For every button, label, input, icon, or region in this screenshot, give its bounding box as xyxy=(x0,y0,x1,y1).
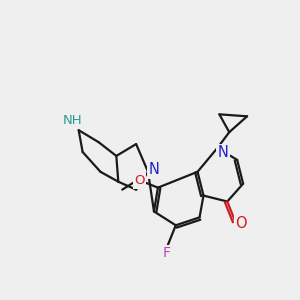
Text: F: F xyxy=(163,246,171,260)
Text: N: N xyxy=(148,162,159,177)
Text: O: O xyxy=(235,216,247,231)
Text: O: O xyxy=(134,174,144,187)
Text: N: N xyxy=(218,146,229,160)
Text: NH: NH xyxy=(63,114,83,127)
